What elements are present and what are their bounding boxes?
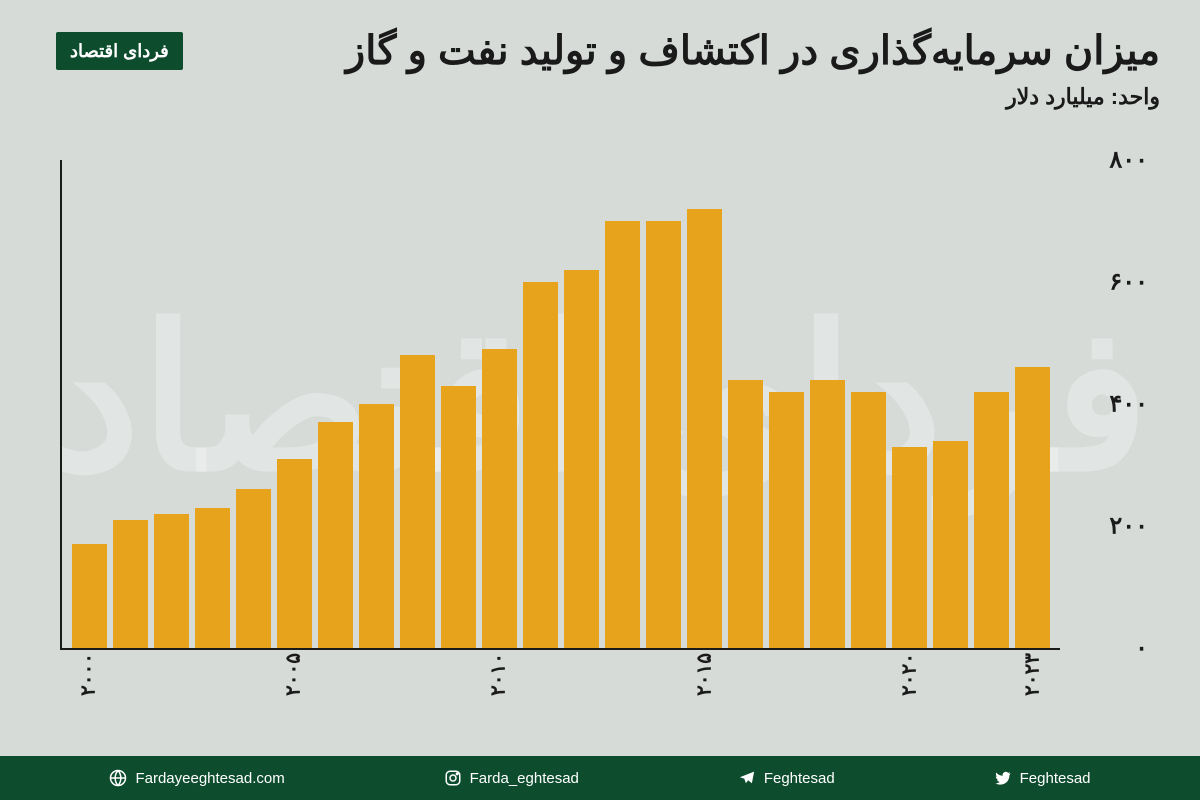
x-label-slot	[645, 654, 680, 710]
x-label-slot: ۲۰۱۰	[481, 654, 516, 710]
x-label-slot	[111, 654, 146, 710]
x-label-slot	[604, 654, 639, 710]
x-label-slot	[358, 654, 393, 710]
bar	[892, 447, 927, 648]
x-label-slot	[727, 654, 762, 710]
bar	[769, 392, 804, 648]
x-label-slot	[399, 654, 434, 710]
x-tick-label: ۲۰۲۳	[1020, 653, 1045, 696]
bar	[482, 349, 517, 648]
x-label-slot	[563, 654, 598, 710]
page-title: میزان سرمایه‌گذاری در اکتشاف و تولید نفت…	[183, 28, 1160, 74]
x-label-slot	[316, 654, 351, 710]
bar	[154, 514, 189, 648]
x-label-slot: ۲۰۰۰	[70, 654, 105, 710]
footer: Fardayeeghtesad.com Farda_eghtesad Feghtes…	[0, 756, 1200, 800]
x-tick-label: ۲۰۲۰	[897, 653, 922, 696]
bar	[400, 355, 435, 648]
bar	[72, 544, 107, 648]
telegram-icon	[738, 769, 756, 787]
brand-logo: فردای اقتصاد	[56, 32, 183, 70]
bar	[646, 221, 681, 648]
bar	[810, 380, 845, 648]
bar	[523, 282, 558, 648]
x-label-slot: ۲۰۱۵	[686, 654, 721, 710]
x-label-slot: ۲۰۲۳	[1015, 654, 1050, 710]
footer-link[interactable]: Farda_eghtesad	[444, 769, 579, 787]
bar	[851, 392, 886, 648]
x-label-slot	[522, 654, 557, 710]
bar	[113, 520, 148, 648]
x-axis-labels: ۲۰۰۰ ۲۰۰۵ ۲۰۱۰ ۲۰۱۵ ۲۰۲۰ ۲۰۲۳	[70, 654, 1050, 710]
x-label-slot: ۲۰۲۰	[892, 654, 927, 710]
bar	[441, 386, 476, 648]
bar	[728, 380, 763, 648]
globe-icon	[109, 769, 127, 787]
bar	[359, 404, 394, 648]
bar	[195, 508, 230, 648]
plot-area: ۰۲۰۰۴۰۰۶۰۰۸۰۰	[60, 160, 1060, 650]
x-label-slot: ۲۰۰۵	[275, 654, 310, 710]
y-tick-label: ۴۰۰	[1068, 390, 1148, 419]
x-tick-label: ۲۰۰۰	[75, 653, 100, 696]
bar-chart: ۰۲۰۰۴۰۰۶۰۰۸۰۰ ۲۰۰۰ ۲۰۰۵ ۲۰۱۰ ۲۰۱۵ ۲۰۲۰ ۲۰۲۳	[60, 160, 1140, 710]
bars-container	[72, 160, 1050, 648]
subtitle: واحد: میلیارد دلار	[0, 78, 1200, 110]
x-label-slot	[933, 654, 968, 710]
x-label-slot	[850, 654, 885, 710]
y-tick-label: ۲۰۰	[1068, 512, 1148, 541]
x-tick-label: ۲۰۰۵	[280, 653, 305, 696]
footer-link[interactable]: Feghtesad	[738, 769, 835, 787]
bar	[277, 459, 312, 648]
y-tick-label: ۰	[1068, 634, 1148, 663]
bar	[564, 270, 599, 648]
x-label-slot	[768, 654, 803, 710]
bar	[605, 221, 640, 648]
footer-link-text: Farda_eghtesad	[470, 770, 579, 787]
bar	[318, 422, 353, 648]
bar	[1015, 367, 1050, 648]
header: میزان سرمایه‌گذاری در اکتشاف و تولید نفت…	[0, 0, 1200, 78]
x-label-slot	[152, 654, 187, 710]
footer-link[interactable]: Feghtesad	[994, 769, 1091, 787]
twitter-icon	[994, 769, 1012, 787]
x-tick-label: ۲۰۱۰	[486, 653, 511, 696]
footer-link-text: Fardayeeghtesad.com	[135, 770, 284, 787]
x-label-slot	[234, 654, 269, 710]
bar	[974, 392, 1009, 648]
bar	[236, 489, 271, 648]
instagram-icon	[444, 769, 462, 787]
footer-link[interactable]: Fardayeeghtesad.com	[109, 769, 284, 787]
y-tick-label: ۶۰۰	[1068, 268, 1148, 297]
bar	[933, 441, 968, 648]
x-label-slot	[193, 654, 228, 710]
x-label-slot	[974, 654, 1009, 710]
y-tick-label: ۸۰۰	[1068, 146, 1148, 175]
x-label-slot	[440, 654, 475, 710]
footer-link-text: Feghtesad	[764, 770, 835, 787]
bar	[687, 209, 722, 648]
x-label-slot	[809, 654, 844, 710]
footer-link-text: Feghtesad	[1020, 770, 1091, 787]
x-tick-label: ۲۰۱۵	[691, 653, 716, 696]
